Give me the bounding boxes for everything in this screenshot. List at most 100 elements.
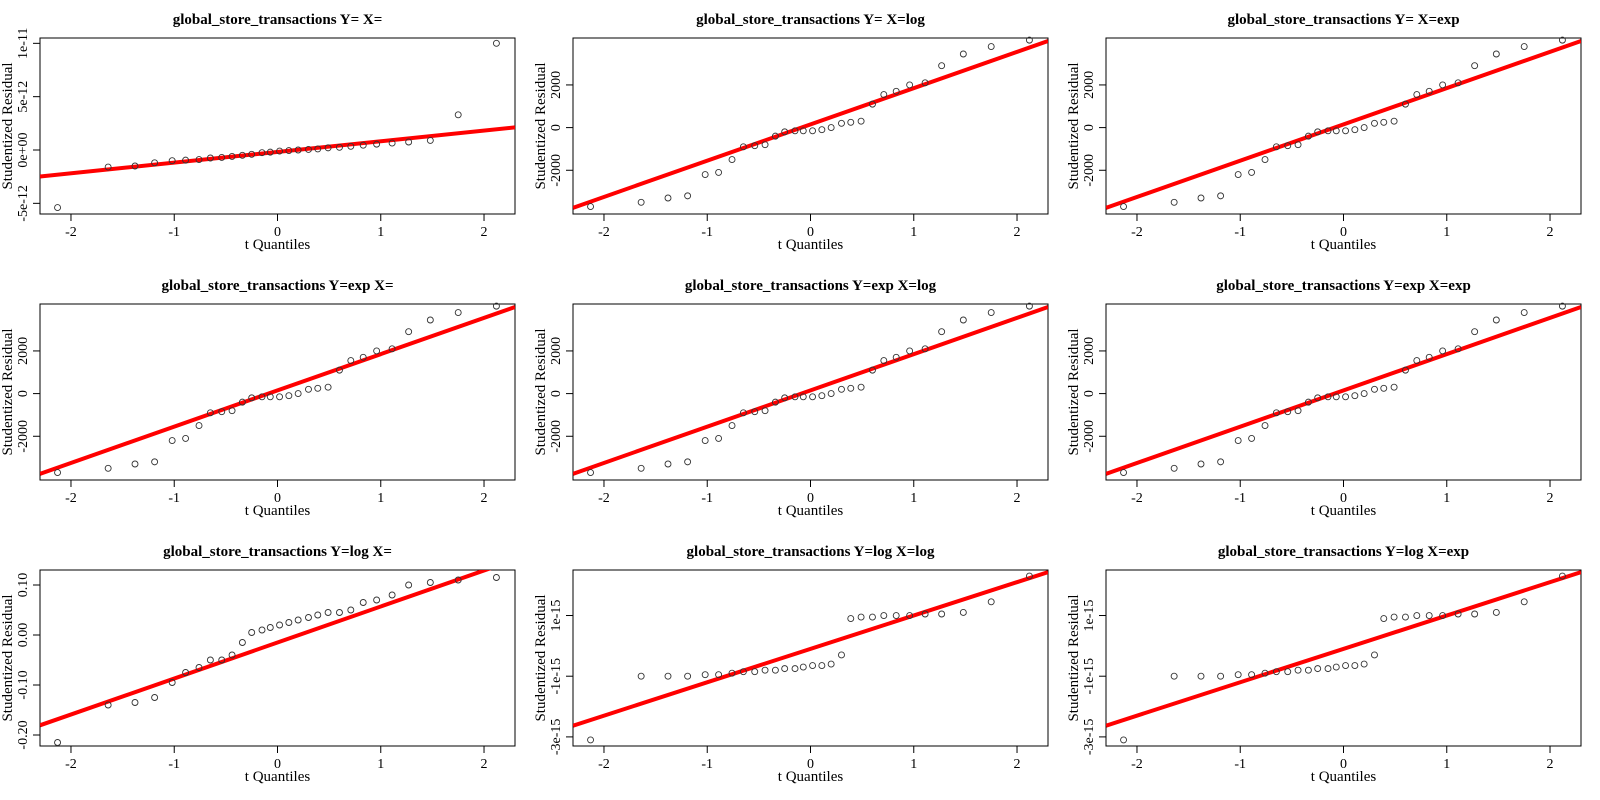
data-point — [248, 629, 256, 636]
data-point — [1261, 156, 1269, 164]
qq-panel: global_store_transactions Y=log X= -2 -1 0 1… — [0, 532, 533, 798]
y-axis-label: Studentized Residual — [1066, 62, 1082, 189]
x-tick-label: -2 — [598, 491, 610, 506]
x-tick-label: -1 — [168, 225, 180, 240]
x-tick-label: 0 — [1340, 225, 1347, 240]
x-axis-label: t Quantiles — [778, 503, 844, 519]
data-point — [1324, 665, 1332, 673]
data-point — [1272, 143, 1280, 151]
data-point — [847, 384, 855, 392]
data-point — [1248, 168, 1256, 176]
qq-plot-svg: global_store_transactions Y=exp X= -2 -1 0 1… — [0, 278, 516, 519]
data-point — [892, 612, 900, 619]
data-point — [1402, 100, 1409, 108]
data-point — [195, 156, 203, 164]
x-tick-label: 2 — [1547, 225, 1554, 240]
data-point — [336, 609, 343, 616]
data-point — [454, 111, 462, 119]
data-point — [1170, 464, 1178, 472]
data-point — [791, 665, 799, 673]
x-tick-label: -1 — [1234, 757, 1246, 772]
data-point — [1294, 666, 1302, 674]
data-point — [1025, 36, 1033, 44]
data-point — [701, 171, 709, 178]
y-tick-label: -3e-15 — [1082, 719, 1097, 756]
y-tick-label: 2000 — [1082, 71, 1097, 99]
data-point — [1371, 119, 1378, 127]
data-point — [1380, 384, 1388, 392]
data-point — [838, 119, 845, 127]
x-tick-label: 2 — [481, 225, 488, 240]
data-point — [388, 591, 396, 599]
data-point — [1439, 612, 1447, 619]
data-point — [751, 668, 759, 676]
data-point — [761, 407, 769, 415]
data-point — [151, 694, 159, 701]
qq-panel: global_store_transactions Y= X=log -2 -1 0 1… — [533, 0, 1066, 266]
data-point — [405, 581, 413, 589]
data-point — [1324, 127, 1332, 135]
x-tick-label: 2 — [1014, 225, 1021, 240]
y-tick-label: 0 — [1082, 124, 1097, 131]
data-point — [314, 611, 322, 619]
data-point — [818, 662, 826, 670]
data-point — [1294, 407, 1302, 415]
data-point — [1390, 117, 1398, 125]
x-tick-label: 2 — [1547, 757, 1554, 772]
data-point — [664, 194, 672, 202]
x-tick-label: -2 — [65, 491, 77, 506]
qq-plot-svg: global_store_transactions Y= X=exp -2 -1 0 1… — [1066, 12, 1582, 253]
data-point — [1360, 390, 1368, 398]
data-point — [426, 136, 434, 144]
data-point — [739, 143, 747, 151]
y-tick-label: 0.10 — [16, 573, 31, 598]
reference-line — [573, 570, 1048, 728]
y-axis-label: Studentized Residual — [1066, 328, 1082, 455]
y-axis-label: Studentized Residual — [533, 594, 549, 721]
qq-panel: global_store_transactions Y=log X=log -2 -… — [533, 532, 1066, 798]
data-point — [1170, 198, 1178, 206]
data-point — [104, 701, 112, 709]
x-axis-label: t Quantiles — [245, 503, 311, 519]
data-point — [1314, 394, 1322, 402]
data-point — [906, 612, 914, 619]
data-point — [373, 596, 381, 604]
data-point — [258, 149, 266, 157]
data-point — [761, 141, 769, 149]
data-point — [799, 663, 807, 671]
data-point — [809, 127, 817, 135]
data-point — [715, 671, 723, 679]
data-point — [294, 616, 302, 624]
data-point — [791, 393, 799, 401]
y-tick-label: -0.10 — [16, 670, 31, 699]
data-point — [637, 672, 645, 680]
data-point — [1425, 612, 1433, 619]
data-point — [1120, 203, 1128, 210]
data-point — [827, 390, 835, 398]
data-point — [987, 598, 995, 606]
data-point — [1492, 609, 1500, 616]
data-point — [1284, 668, 1292, 676]
data-point — [454, 309, 462, 316]
data-point — [1390, 613, 1398, 621]
data-point — [1217, 192, 1225, 200]
chart-title: global_store_transactions Y= X=exp — [1227, 12, 1459, 28]
qq-plot-svg: global_store_transactions Y=exp X=exp -2 -… — [1066, 278, 1582, 519]
y-tick-label: -2000 — [549, 154, 564, 187]
data-point — [1261, 422, 1269, 430]
data-point — [238, 398, 246, 406]
data-point — [827, 660, 835, 668]
qq-panel: global_store_transactions Y=log X=exp -2 -… — [1066, 532, 1599, 798]
data-point — [373, 140, 381, 148]
data-point — [906, 347, 914, 355]
x-tick-label: -2 — [1131, 225, 1143, 240]
qq-panel: global_store_transactions Y= X=exp -2 -1 0 1… — [1066, 0, 1599, 266]
data-point — [1170, 672, 1178, 680]
x-tick-label: -1 — [701, 491, 713, 506]
data-point — [238, 151, 246, 159]
y-tick-label: 2000 — [549, 337, 564, 365]
data-point — [1471, 328, 1479, 336]
data-point — [266, 393, 274, 401]
data-point — [1413, 357, 1421, 364]
y-tick-label: 2000 — [1082, 337, 1097, 365]
